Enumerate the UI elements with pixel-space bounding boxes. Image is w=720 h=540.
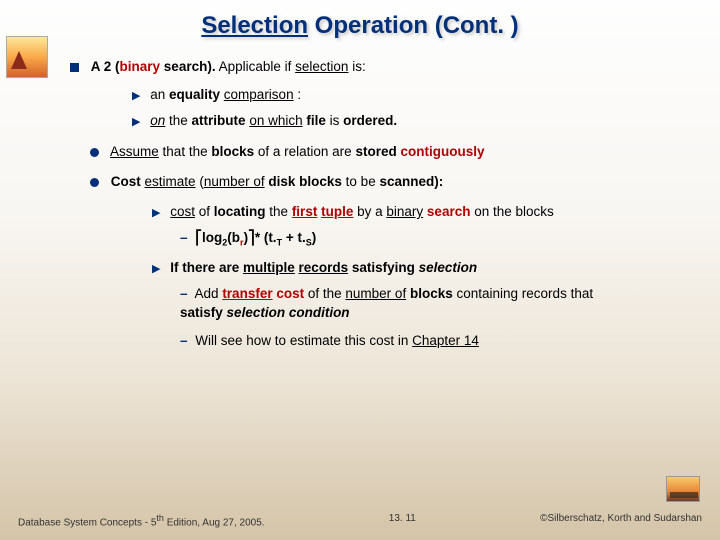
txt: Will see how to estimate this cost in [195,333,412,348]
dash-icon: – [180,286,188,301]
txt: selection [295,59,348,74]
txt: number of [204,174,265,189]
sub-ordered: ▶ on the attribute on which file is orde… [132,112,690,130]
bullet-a2: A 2 (binary search). Applicable if selec… [70,58,690,76]
dash-icon: – [180,230,188,245]
txt: search [427,204,471,219]
sailboat-logo [6,36,48,78]
triangle-bullet-icon: ▶ [132,89,140,104]
txt: on which [249,113,302,128]
footer-center: 13. 11 [389,513,416,528]
sub-equality: ▶ an equality comparison : [132,86,690,104]
txt: Applicable if [216,59,296,74]
txt: containing records that [453,286,593,301]
page-title: Selection Operation (Cont. ) [30,12,690,40]
txt: Edition, Aug 27, 2005. [164,517,265,528]
txt: disk blocks [268,174,342,189]
txt: to be [342,174,380,189]
txt: equality [169,87,220,102]
txt: * (t. [255,230,277,245]
footer-right: ©Silberschatz, Korth and Sudarshan [540,513,702,528]
txt: (b [227,230,240,245]
txt: Cost [111,174,141,189]
content-area: A 2 (binary search). Applicable if selec… [70,58,690,350]
dash-chapter14: – Will see how to estimate this cost in … [180,332,690,350]
txt: by a [353,204,386,219]
txt: binary [120,59,161,74]
txt: th [156,513,164,523]
txt: of [195,204,214,219]
txt: Add [195,286,223,301]
txt: search). [160,59,216,74]
txt: scanned): [379,174,443,189]
dash-add-transfer: – Add transfer cost of the number of blo… [180,285,690,321]
txt: of a relation are [254,144,355,159]
formula-line: – ⎡log2(br)⎤* (t.T + t.S) [180,229,690,249]
txt: + t. [282,230,306,245]
txt: tuple [321,204,353,219]
txt: satisfy [180,305,223,320]
txt: ordered. [343,113,397,128]
bullet-assume: Assume that the blocks of a relation are… [90,143,690,161]
txt: multiple [243,260,295,275]
txt: on the blocks [470,204,553,219]
sunset-logo [666,476,700,502]
txt: satisfying [348,260,419,275]
txt: file [306,113,326,128]
txt: is [326,113,343,128]
txt: stored [355,144,396,159]
txt: Chapter 14 [412,333,479,348]
txt: of the [304,286,345,301]
txt: is: [348,59,365,74]
txt: the [266,204,292,219]
txt: binary [386,204,423,219]
txt: Assume [110,144,159,159]
txt: number of [345,286,406,301]
footer-left: Database System Concepts - 5th Edition, … [18,513,265,528]
txt: A 2 ( [91,59,120,74]
txt: ) [312,230,317,245]
txt: records [299,260,349,275]
txt: blocks [410,286,453,301]
txt: transfer [222,286,272,301]
triangle-bullet-icon: ▶ [152,206,160,221]
sub-multiple: ▶ If there are multiple records satisfyi… [152,259,690,277]
title-word-1: Selection [201,12,308,39]
triangle-bullet-icon: ▶ [132,115,140,130]
txt: cost [170,204,195,219]
title-word-2: Operation (Cont. ) [308,12,519,39]
txt: selection condition [227,305,350,320]
sub-locate: ▶ cost of locating the first tuple by a … [152,203,690,221]
txt: contiguously [400,144,484,159]
txt: attribute [192,113,246,128]
txt: locating [214,204,266,219]
txt: If there are [170,260,243,275]
dot-bullet-icon [90,178,99,187]
txt: log [202,230,222,245]
txt: first [292,204,318,219]
triangle-bullet-icon: ▶ [152,262,160,277]
txt: selection [419,260,478,275]
txt: ( [196,174,204,189]
dot-bullet-icon [90,148,99,157]
txt: comparison [224,87,294,102]
txt: : [294,87,302,102]
dash-icon: – [180,333,188,348]
txt: )⎤ [244,230,255,245]
square-bullet-icon [70,63,79,72]
txt: estimate [145,174,196,189]
txt: on [150,113,165,128]
txt: Database System Concepts - 5 [18,517,156,528]
bullet-cost: Cost estimate (number of disk blocks to … [90,173,690,191]
txt: that the [159,144,212,159]
txt: blocks [211,144,254,159]
txt: an [150,87,169,102]
footer: Database System Concepts - 5th Edition, … [0,513,720,528]
txt: cost [276,286,304,301]
txt: the [165,113,191,128]
